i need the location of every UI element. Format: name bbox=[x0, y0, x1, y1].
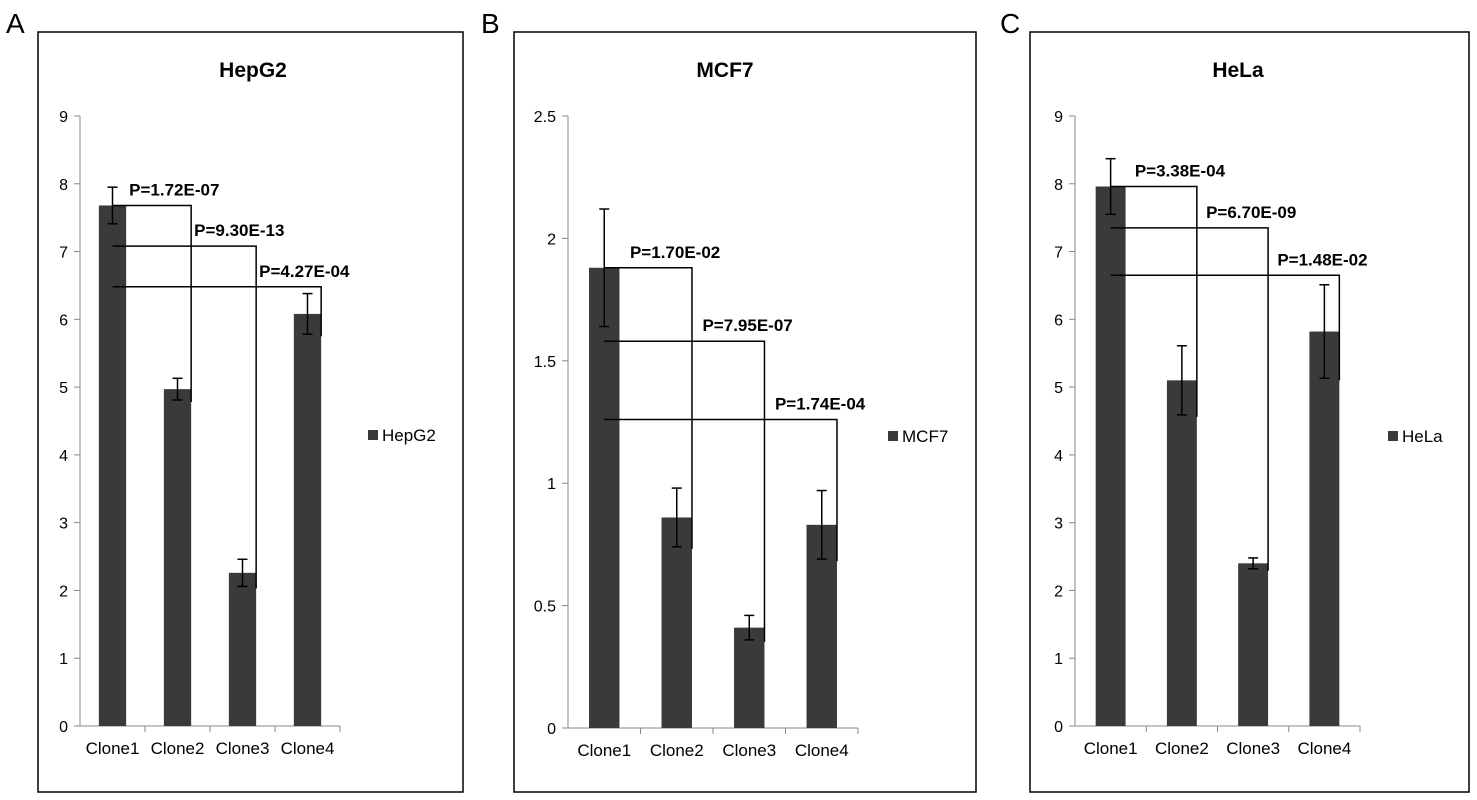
y-tick-label: 0 bbox=[547, 721, 556, 738]
y-tick-label: 8 bbox=[59, 177, 68, 194]
chart-panel-a: A HepG2 0 1 2 3 4 5 6 7 8 9 Clone1 Clone2 Clone3 Clone4… bbox=[6, 8, 464, 793]
bar-clone1 bbox=[98, 205, 127, 726]
x-tick-label: Clone4 bbox=[795, 741, 849, 760]
legend-swatch bbox=[368, 430, 378, 440]
bar-clone3 bbox=[734, 627, 765, 728]
x-tick-label: Clone1 bbox=[86, 739, 140, 758]
p-value-label: P=1.70E-02 bbox=[630, 243, 720, 262]
significance-bracket bbox=[112, 204, 192, 402]
y-tick-label: 7 bbox=[59, 245, 68, 262]
y-tick-label: 2.5 bbox=[534, 109, 556, 126]
y-tick-label: 2 bbox=[547, 231, 556, 248]
p-value-label: P=1.48E-02 bbox=[1277, 250, 1367, 269]
significance-bracket bbox=[604, 267, 693, 549]
bar-clone4 bbox=[293, 313, 322, 726]
legend-label: HeLa bbox=[1402, 427, 1443, 446]
legend-label: HepG2 bbox=[382, 426, 436, 445]
p-value-label: P=7.95E-07 bbox=[702, 316, 792, 335]
chart-panel-c: C HeLa 0 1 2 3 4 5 6 7 8 9 Clone1 Clone2 Clone3 Clone4 P… bbox=[1000, 8, 1470, 793]
x-tick-label: Clone3 bbox=[1226, 739, 1280, 758]
x-tick-label: Clone4 bbox=[281, 739, 335, 758]
panel-letter: C bbox=[1000, 8, 1020, 39]
y-tick-label: 6 bbox=[1054, 312, 1063, 329]
y-tick-label: 4 bbox=[59, 448, 68, 465]
y-tick-label: 0.5 bbox=[534, 599, 556, 616]
bar-clone1 bbox=[589, 267, 620, 728]
x-tick-label: Clone4 bbox=[1297, 739, 1351, 758]
significance-bracket bbox=[1110, 185, 1198, 417]
y-tick-label: 8 bbox=[1054, 177, 1063, 194]
bar-clone4 bbox=[1309, 331, 1340, 726]
x-tick-label: Clone3 bbox=[216, 739, 270, 758]
y-tick-label: 1 bbox=[59, 651, 68, 668]
bar-clone2 bbox=[163, 389, 192, 726]
significance-bracket bbox=[112, 245, 257, 589]
chart-panel-b: B MCF7 0 0.5 1 1.5 2 2.5 Clone1 Clone2 Clone3 Clone… bbox=[481, 8, 977, 793]
significance-bracket bbox=[1110, 227, 1269, 571]
significance-bracket bbox=[112, 286, 322, 337]
bar-clone1 bbox=[1095, 186, 1126, 726]
y-tick-label: 6 bbox=[59, 312, 68, 329]
x-tick-label: Clone1 bbox=[1084, 739, 1138, 758]
p-value-label: P=3.38E-04 bbox=[1135, 161, 1226, 180]
chart-frame bbox=[513, 31, 977, 793]
y-tick-label: 1.5 bbox=[534, 354, 556, 371]
chart-title: HeLa bbox=[1212, 59, 1264, 82]
y-tick-label: 5 bbox=[59, 380, 68, 397]
p-value-label: P=1.74E-04 bbox=[775, 395, 866, 414]
y-tick-label: 1 bbox=[547, 476, 556, 493]
panel-letter: A bbox=[6, 8, 25, 39]
y-tick-label: 0 bbox=[59, 719, 68, 736]
chart-title: HepG2 bbox=[219, 59, 287, 82]
panel-letter: B bbox=[481, 8, 500, 39]
y-tick-label: 5 bbox=[1054, 380, 1063, 397]
x-tick-label: Clone2 bbox=[151, 739, 205, 758]
bar-clone3 bbox=[228, 572, 257, 726]
y-tick-label: 9 bbox=[1054, 109, 1063, 126]
y-tick-label: 0 bbox=[1054, 719, 1063, 736]
significance-bracket bbox=[604, 340, 766, 642]
y-tick-label: 1 bbox=[1054, 651, 1063, 668]
p-value-label: P=9.30E-13 bbox=[194, 221, 284, 240]
y-tick-label: 3 bbox=[59, 516, 68, 533]
x-tick-label: Clone1 bbox=[577, 741, 631, 760]
y-tick-label: 3 bbox=[1054, 516, 1063, 533]
y-tick-label: 7 bbox=[1054, 245, 1063, 262]
p-value-label: P=4.27E-04 bbox=[259, 262, 350, 281]
y-tick-label: 4 bbox=[1054, 448, 1063, 465]
legend-label: MCF7 bbox=[902, 427, 948, 446]
y-tick-label: 9 bbox=[59, 109, 68, 126]
bar-clone2 bbox=[661, 517, 692, 728]
legend-swatch bbox=[1388, 431, 1398, 441]
significance-bracket bbox=[604, 418, 838, 562]
bar-clone2 bbox=[1166, 380, 1197, 726]
legend-swatch bbox=[888, 431, 898, 441]
y-tick-label: 2 bbox=[59, 583, 68, 600]
significance-bracket bbox=[1110, 274, 1341, 381]
x-tick-label: Clone2 bbox=[650, 741, 704, 760]
x-tick-label: Clone2 bbox=[1155, 739, 1209, 758]
chart-frame bbox=[1029, 31, 1470, 793]
p-value-label: P=6.70E-09 bbox=[1206, 203, 1296, 222]
chart-title: MCF7 bbox=[696, 59, 753, 82]
x-tick-label: Clone3 bbox=[722, 741, 776, 760]
bar-clone3 bbox=[1238, 563, 1269, 726]
y-tick-label: 2 bbox=[1054, 583, 1063, 600]
p-value-label: P=1.72E-07 bbox=[129, 180, 219, 199]
chart-frame bbox=[37, 31, 464, 793]
